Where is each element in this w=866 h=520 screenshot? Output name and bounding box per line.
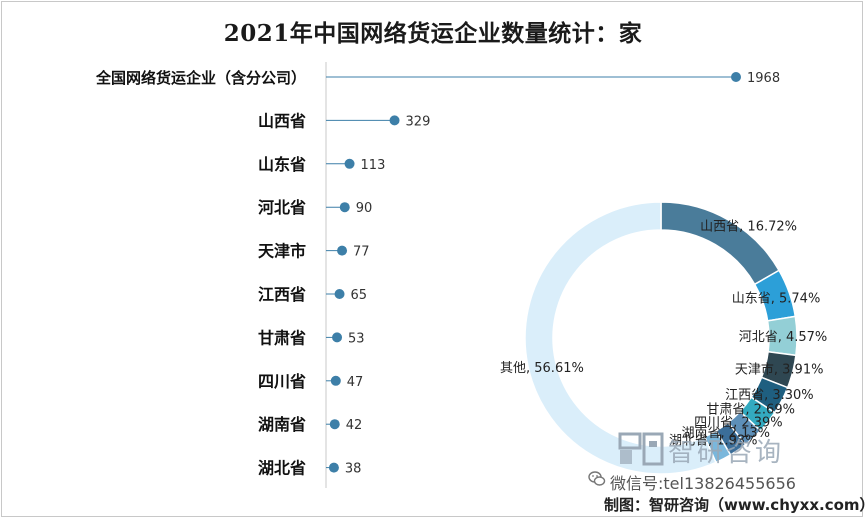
value-label: 65: [351, 288, 368, 303]
category-label: 湖南省: [258, 415, 306, 434]
chart-title: 2021年中国网络货运企业数量统计：家: [223, 20, 643, 47]
category-label: 河北省: [258, 198, 306, 217]
slice-label: 湖北省, 1.93%: [669, 433, 758, 448]
value-label: 113: [361, 158, 386, 173]
value-label: 329: [406, 114, 431, 129]
category-label: 江西省: [258, 285, 306, 304]
watermark-brand: 智研咨询: [668, 438, 785, 468]
slice-label: 河北省, 4.57%: [739, 330, 828, 345]
lollipop-dot: [344, 158, 355, 169]
value-label: 53: [348, 331, 365, 346]
slice-label: 江西省, 3.30%: [725, 388, 814, 403]
category-label: 天津市: [258, 242, 306, 261]
donut-slice: [660, 201, 781, 286]
slice-label: 山西省, 16.72%: [700, 219, 797, 234]
slice-label: 山东省, 5.74%: [732, 291, 821, 306]
value-label: 38: [345, 462, 362, 477]
lollipop-dot: [334, 289, 345, 299]
zhiyan-logo-icon: [618, 432, 664, 466]
wechat-icon: [588, 471, 606, 486]
value-label: 90: [356, 201, 373, 216]
category-label: 甘肃省: [258, 328, 306, 347]
donut-slice: [524, 201, 717, 475]
lollipop-dot: [731, 72, 741, 82]
lollipop-dot: [329, 419, 340, 430]
category-label: 山东省: [258, 155, 306, 174]
slice-label: 四川省, 2.39%: [694, 416, 783, 431]
lollipop-dot: [332, 332, 343, 343]
lollipop-dot: [339, 202, 350, 213]
slice-label: 天津市, 3.91%: [735, 361, 824, 377]
value-label: 1968: [747, 71, 780, 86]
lollipop-dot: [330, 375, 341, 386]
lollipop-chart: 全国网络货运企业（含分公司） 1968 山西省 329 山东省 113 河北省 90 天津市 77…: [95, 62, 780, 488]
slice-label: 其他, 56.61%: [500, 361, 584, 376]
lollipop-dot: [389, 115, 400, 126]
category-label: 湖北省: [258, 459, 306, 478]
source-note: 制图：智研咨询（www.chyxx.com）: [604, 496, 866, 514]
category-label: 山西省: [258, 111, 306, 130]
lollipop-dot: [328, 462, 339, 473]
watermark-contact: 微信号:tel13826455656: [610, 474, 796, 493]
value-label: 42: [346, 418, 363, 433]
value-label: 77: [353, 245, 370, 260]
value-label: 47: [347, 375, 364, 390]
category-label: 全国网络货运企业（含分公司）: [95, 69, 306, 87]
lollipop-dot: [337, 245, 348, 256]
category-label: 四川省: [258, 372, 306, 391]
donut-chart: 山西省, 16.72% 山东省, 5.74% 河北省, 4.57% 天津市, 3.91…: [500, 201, 828, 475]
slice-label: 甘肃省, 2.69%: [706, 402, 795, 417]
slice-label: 湖南省, 2.13%: [681, 425, 770, 441]
